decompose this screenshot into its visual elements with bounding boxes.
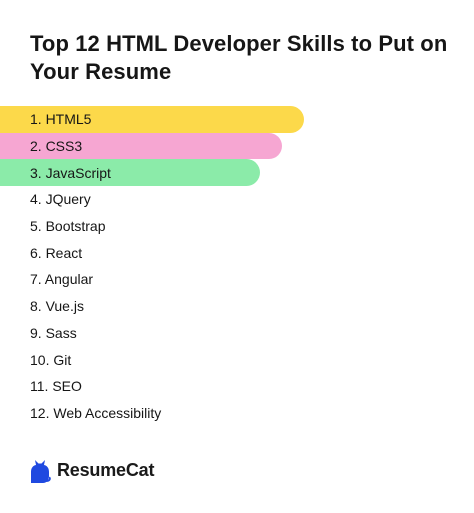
skill-label: 1. HTML5 xyxy=(30,111,92,128)
skill-label: 4. JQuery xyxy=(30,191,91,208)
list-item: 6. React xyxy=(0,239,474,266)
skill-label: 8. Vue.js xyxy=(30,298,84,315)
list-item: 1. HTML5 xyxy=(0,106,304,133)
cat-icon xyxy=(31,460,51,483)
list-item: 12. Web Accessibility xyxy=(0,400,474,427)
skill-list: 1. HTML5 2. CSS3 3. JavaScript 4. JQuery… xyxy=(0,106,474,426)
list-item: 5. Bootstrap xyxy=(0,213,474,240)
skill-label: 6. React xyxy=(30,244,83,261)
skill-label: 10. Git xyxy=(30,351,72,368)
skill-label: 12. Web Accessibility xyxy=(30,404,162,421)
skill-label: 7. Angular xyxy=(30,271,94,288)
skill-label: 9. Sass xyxy=(30,324,77,341)
list-item: 3. JavaScript xyxy=(0,159,260,187)
list-item: 9. Sass xyxy=(0,320,474,347)
skill-label: 11. SEO xyxy=(30,378,82,395)
brand-name: ResumeCat xyxy=(57,459,155,480)
list-item: 7. Angular xyxy=(0,266,474,293)
page-title: Top 12 HTML Developer Skills to Put on Y… xyxy=(30,31,448,84)
brand-logo[interactable]: ResumeCat xyxy=(28,454,154,486)
list-item: 4. JQuery xyxy=(0,186,474,213)
skill-label: 5. Bootstrap xyxy=(30,218,106,235)
list-item: 11. SEO xyxy=(0,373,474,400)
skill-label: 3. JavaScript xyxy=(30,164,111,181)
skill-label: 2. CSS3 xyxy=(30,138,83,155)
list-item: 10. Git xyxy=(0,346,474,373)
list-item: 2. CSS3 xyxy=(0,132,282,160)
list-item: 8. Vue.js xyxy=(0,293,474,320)
